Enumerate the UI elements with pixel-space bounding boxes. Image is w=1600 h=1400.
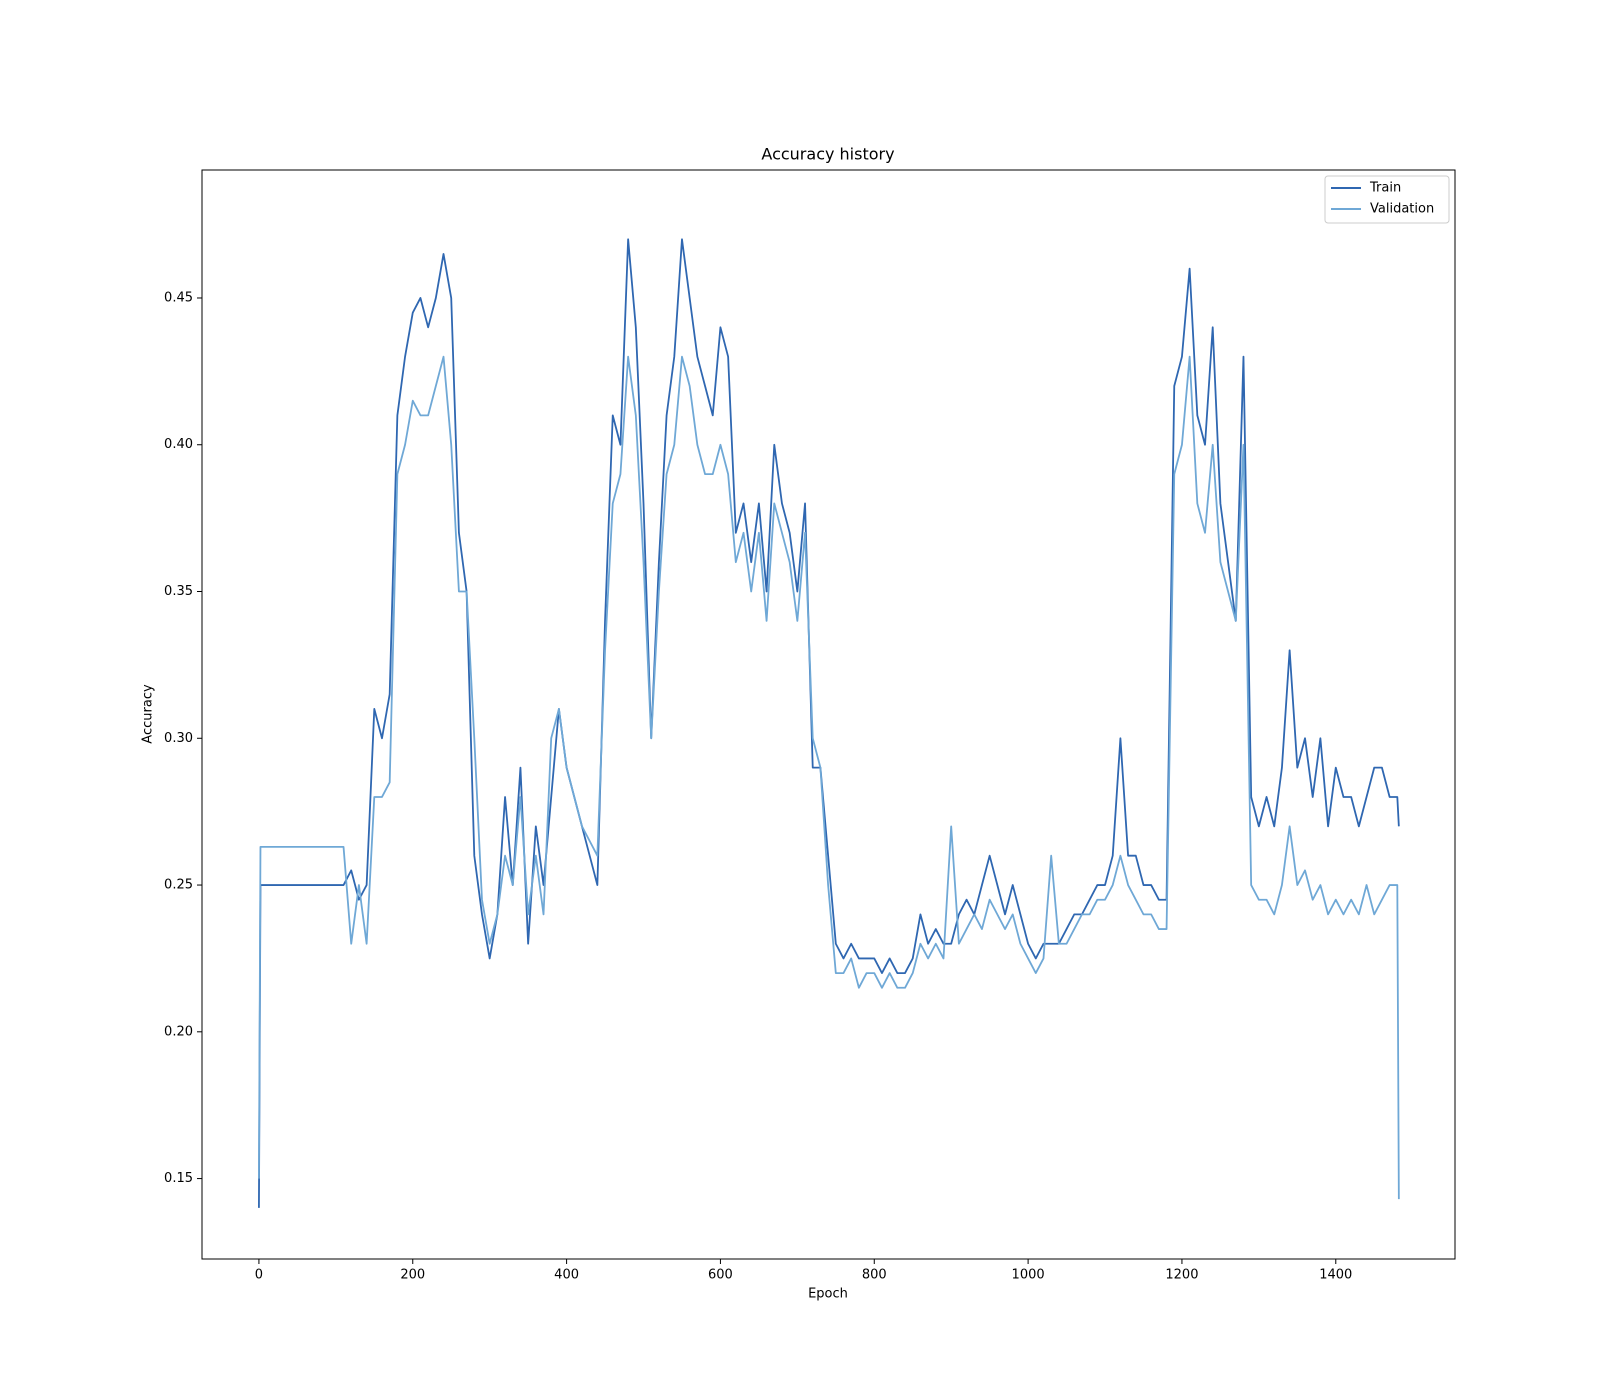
x-tick-label: 200 bbox=[400, 1268, 425, 1283]
y-tick-label: 0.25 bbox=[164, 878, 193, 893]
chart-title: Accuracy history bbox=[761, 145, 894, 164]
x-tick-label: 1000 bbox=[1012, 1268, 1045, 1283]
legend-label: Validation bbox=[1370, 202, 1434, 217]
x-axis-label: Epoch bbox=[808, 1287, 848, 1302]
y-tick-label: 0.30 bbox=[164, 731, 193, 746]
y-axis-label: Accuracy bbox=[141, 684, 156, 744]
x-tick-label: 1400 bbox=[1319, 1268, 1352, 1283]
series-line bbox=[258, 355, 1400, 1200]
x-tick-label: 400 bbox=[554, 1268, 579, 1283]
x-tick-label: 0 bbox=[255, 1268, 263, 1283]
y-tick-label: 0.15 bbox=[164, 1171, 193, 1186]
x-tick-label: 800 bbox=[862, 1268, 887, 1283]
y-tick-label: 0.35 bbox=[164, 584, 193, 599]
x-tick-label: 1200 bbox=[1165, 1268, 1198, 1283]
y-tick-label: 0.40 bbox=[164, 437, 193, 452]
series-line bbox=[258, 238, 1400, 1208]
y-tick-label: 0.20 bbox=[164, 1024, 193, 1039]
y-tick-label: 0.45 bbox=[164, 290, 193, 305]
plot-frame bbox=[201, 169, 1456, 1260]
x-tick-label: 600 bbox=[708, 1268, 733, 1283]
legend-label: Train bbox=[1369, 181, 1401, 196]
